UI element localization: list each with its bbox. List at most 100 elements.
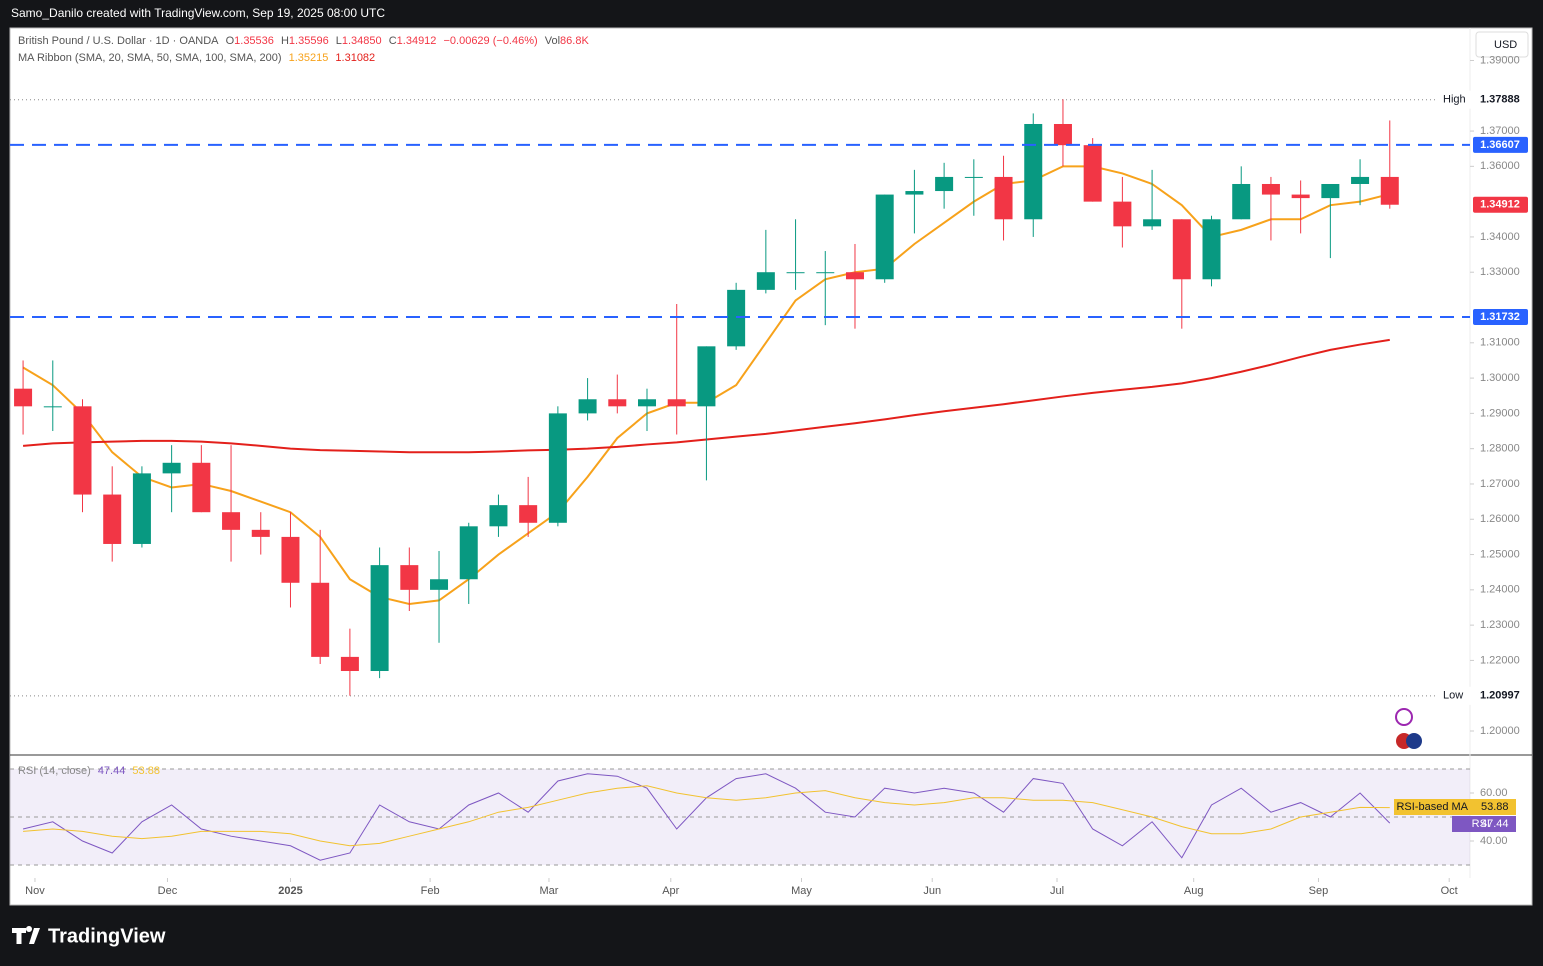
- vol-label: Vol: [544, 35, 561, 47]
- x-tick-label: May: [791, 885, 812, 897]
- candle-body: [1321, 183, 1340, 199]
- x-tick-label: Jun: [923, 885, 941, 897]
- l-value: 1.34850: [341, 35, 382, 47]
- candle-body: [489, 505, 508, 527]
- candle-body: [162, 462, 181, 474]
- vol: 86.8K: [560, 35, 589, 47]
- candle-body: [638, 399, 657, 407]
- event-icon: [1395, 708, 1413, 726]
- candle-body: [816, 272, 835, 274]
- candle-body: [1232, 183, 1251, 220]
- rsi-axis-value: 53.88: [1481, 801, 1509, 813]
- last-price: 1.34912: [1480, 199, 1520, 211]
- candle-body: [578, 399, 597, 414]
- x-tick-label: Dec: [158, 885, 178, 897]
- rsi-legend: RSI (14, close) 47.44 53.88: [18, 765, 164, 777]
- x-tick-label: Mar: [539, 885, 558, 897]
- x-tick-label: Nov: [25, 885, 45, 897]
- candle-body: [400, 565, 419, 590]
- sma200-value: 1.31082: [335, 52, 376, 64]
- brand-logo: [12, 926, 40, 944]
- candle-body: [1351, 176, 1370, 184]
- x-tick-label: Jul: [1050, 885, 1064, 897]
- extreme-value: 1.37888: [1480, 94, 1520, 106]
- symbol: British Pound / U.S. Dollar · 1D · OANDA: [18, 35, 219, 47]
- candle-body: [1261, 183, 1280, 195]
- candle-body: [1083, 145, 1102, 202]
- candle-body: [103, 494, 122, 544]
- rsi-title: RSI (14, close): [18, 765, 91, 777]
- extreme-label: Low: [1443, 690, 1463, 702]
- x-tick-label: Oct: [1441, 885, 1458, 897]
- c-label: C: [388, 35, 397, 47]
- brand: TradingView: [48, 925, 166, 947]
- candle-body: [251, 529, 270, 537]
- sma20-value: 1.35215: [288, 52, 329, 64]
- c-value: 1.34912: [396, 35, 437, 47]
- y-tick-label: 1.31000: [1480, 337, 1520, 349]
- y-tick-label: 1.30000: [1480, 372, 1520, 384]
- x-tick-label: Apr: [662, 885, 679, 897]
- y-tick-label: 1.24000: [1480, 584, 1520, 596]
- y-tick-label: 1.23000: [1480, 619, 1520, 631]
- extreme-box: [1438, 90, 1528, 109]
- x-tick-label: 2025: [278, 885, 302, 897]
- y-tick-label: 1.29000: [1480, 407, 1520, 419]
- currency-button[interactable]: [1475, 31, 1529, 58]
- x-tick-label: Aug: [1184, 885, 1204, 897]
- candle-body: [430, 579, 449, 590]
- y-tick-label: 1.27000: [1480, 478, 1520, 490]
- candle-body: [1172, 219, 1191, 280]
- candle-body: [132, 473, 151, 544]
- level-box: [1473, 136, 1528, 153]
- candle-body: [340, 656, 359, 672]
- candle-body: [667, 399, 686, 407]
- level-label: 1.36607: [1480, 139, 1520, 151]
- currency: USD: [1494, 39, 1517, 51]
- candle-body: [1053, 123, 1072, 146]
- extreme-value: 1.20997: [1480, 690, 1520, 702]
- candle-body: [73, 406, 92, 495]
- y-tick-label: 1.36000: [1480, 160, 1520, 172]
- candle-body: [1202, 219, 1221, 280]
- last-price-box: [1473, 196, 1528, 213]
- candle-body: [1143, 219, 1162, 227]
- candle-body: [370, 565, 389, 672]
- candle-body: [222, 512, 241, 530]
- y-tick-label: 60.00: [1480, 787, 1508, 799]
- rsi-axis-name: RSI-based MA: [1396, 801, 1468, 813]
- y-tick-label: 1.37000: [1480, 125, 1520, 137]
- indicator-legend: MA Ribbon (SMA, 20, SMA, 50, SMA, 100, S…: [18, 52, 379, 64]
- candle-body: [1024, 123, 1043, 220]
- x-tick-label: Sep: [1309, 885, 1329, 897]
- candle-body: [905, 191, 924, 195]
- y-tick-label: 1.39000: [1480, 54, 1520, 66]
- candle-body: [756, 272, 775, 290]
- indicator: MA Ribbon (SMA, 20, SMA, 50, SMA, 100, S…: [18, 52, 282, 64]
- y-tick-label: 1.22000: [1480, 654, 1520, 666]
- y-tick-label: 1.25000: [1480, 548, 1520, 560]
- h-value: 1.35596: [288, 35, 329, 47]
- extreme-label: High: [1443, 94, 1466, 106]
- rsi-axis-name: RSI: [1472, 818, 1490, 830]
- level-box: [1473, 308, 1528, 325]
- level-label: 1.31732: [1480, 311, 1520, 323]
- candle-body: [727, 289, 746, 347]
- y-tick-label: 1.26000: [1480, 513, 1520, 525]
- candle-body: [875, 194, 894, 280]
- l-label: L: [335, 35, 342, 47]
- change: −0.00629 (−0.46%): [443, 35, 538, 47]
- candle-body: [994, 176, 1013, 220]
- candle-body: [548, 413, 567, 523]
- candle-body: [1380, 176, 1399, 205]
- rsi-value: 47.44: [97, 765, 126, 777]
- candle-body: [14, 388, 33, 407]
- rsi-axis-box: [1394, 799, 1516, 815]
- rsi-axis-box: [1452, 816, 1516, 832]
- candle-body: [459, 526, 478, 580]
- y-tick-label: 40.00: [1480, 835, 1508, 847]
- candle-body: [1113, 201, 1132, 227]
- candle-body: [845, 272, 864, 280]
